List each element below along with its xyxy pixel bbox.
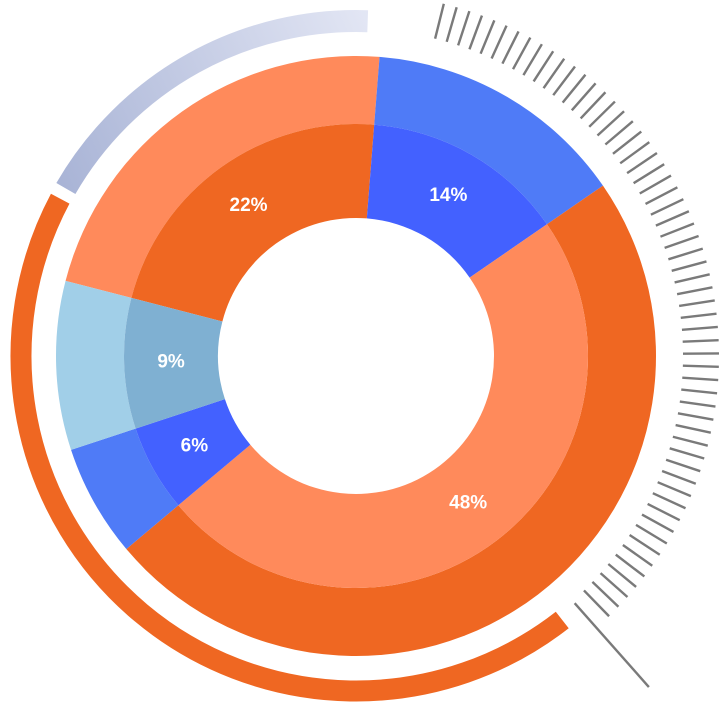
outer-slice — [65, 56, 380, 298]
tick-mark — [632, 163, 665, 185]
inner-slice — [135, 399, 251, 506]
slice-labels: 22% 14% 48% 6% 9% — [157, 185, 487, 513]
tick-mark — [664, 234, 699, 250]
inner-slice — [178, 224, 588, 588]
tick-mark — [671, 260, 707, 272]
tick-mark — [607, 563, 637, 588]
tick-mark — [682, 376, 719, 382]
tick-mark — [672, 435, 709, 447]
blue-gradient-arc — [56, 10, 369, 195]
outer-slice — [374, 56, 603, 225]
tick-mark — [561, 73, 587, 104]
tick-mark — [650, 198, 684, 216]
tick-mark — [542, 57, 566, 89]
slice-percent-label: 9% — [157, 352, 185, 373]
tick-mark — [652, 492, 687, 510]
tick-mark — [682, 364, 719, 368]
tick-mark — [599, 572, 629, 598]
tick-mark — [677, 412, 714, 421]
tick-mark — [615, 553, 646, 578]
tick-mark-long — [573, 602, 650, 688]
tick-mark — [678, 299, 715, 308]
outer-slice — [71, 428, 179, 550]
orange-accent-arc — [10, 193, 569, 702]
inner-slice — [131, 124, 375, 322]
tick-mark — [660, 222, 695, 238]
inner-ring — [123, 124, 588, 588]
tick-mark — [612, 130, 643, 155]
tick-mark — [681, 388, 718, 395]
tick-mark — [456, 10, 471, 46]
tick-mark — [647, 502, 681, 522]
tick-mark — [522, 43, 543, 76]
tick-mark — [619, 141, 651, 165]
tick-mark — [622, 543, 653, 567]
tick-mark — [674, 273, 710, 284]
outer-ring — [56, 56, 657, 657]
tick-mark — [668, 247, 704, 261]
tick-mark — [511, 37, 532, 70]
tick-mark — [635, 523, 668, 545]
tick-mark — [682, 338, 719, 343]
tick-mark — [639, 174, 672, 195]
tick-mark — [591, 581, 620, 608]
tick-mark — [680, 312, 717, 320]
tick-mark — [479, 19, 496, 55]
tick-mark — [641, 513, 675, 534]
tick-mark — [532, 50, 555, 83]
tick-mark — [676, 286, 713, 296]
tick-mark — [661, 469, 697, 485]
tick-mark — [665, 458, 701, 473]
tick-mark — [679, 400, 716, 408]
tick-mark — [579, 91, 607, 120]
tick-mark — [570, 82, 597, 112]
tick-mark — [501, 30, 520, 65]
outer-slice — [126, 185, 657, 657]
slice-percent-label: 22% — [230, 195, 268, 216]
tick-mark — [552, 65, 576, 96]
tick-mark — [583, 589, 610, 618]
outer-slice — [56, 280, 136, 450]
slice-percent-label: 48% — [449, 493, 487, 514]
tick-mark — [433, 3, 445, 40]
tick-mark — [628, 534, 661, 556]
inner-slice — [123, 297, 225, 429]
decorative-arcs — [10, 3, 719, 702]
slice-percent-label: 6% — [181, 436, 209, 457]
inner-slice — [366, 124, 547, 278]
tick-mark — [655, 210, 690, 227]
tick-marks — [433, 3, 719, 688]
tick-mark — [626, 152, 658, 175]
tick-mark — [669, 447, 705, 460]
tick-mark — [596, 110, 625, 137]
tick-mark — [604, 120, 634, 146]
tick-mark — [675, 423, 712, 434]
tick-mark — [490, 25, 508, 59]
slice-percent-label: 14% — [429, 185, 467, 206]
tick-mark — [588, 100, 616, 128]
tick-mark — [468, 15, 484, 50]
tick-mark — [445, 6, 458, 43]
tick-mark — [657, 481, 692, 498]
tick-mark — [644, 186, 678, 206]
tick-mark — [681, 325, 718, 331]
